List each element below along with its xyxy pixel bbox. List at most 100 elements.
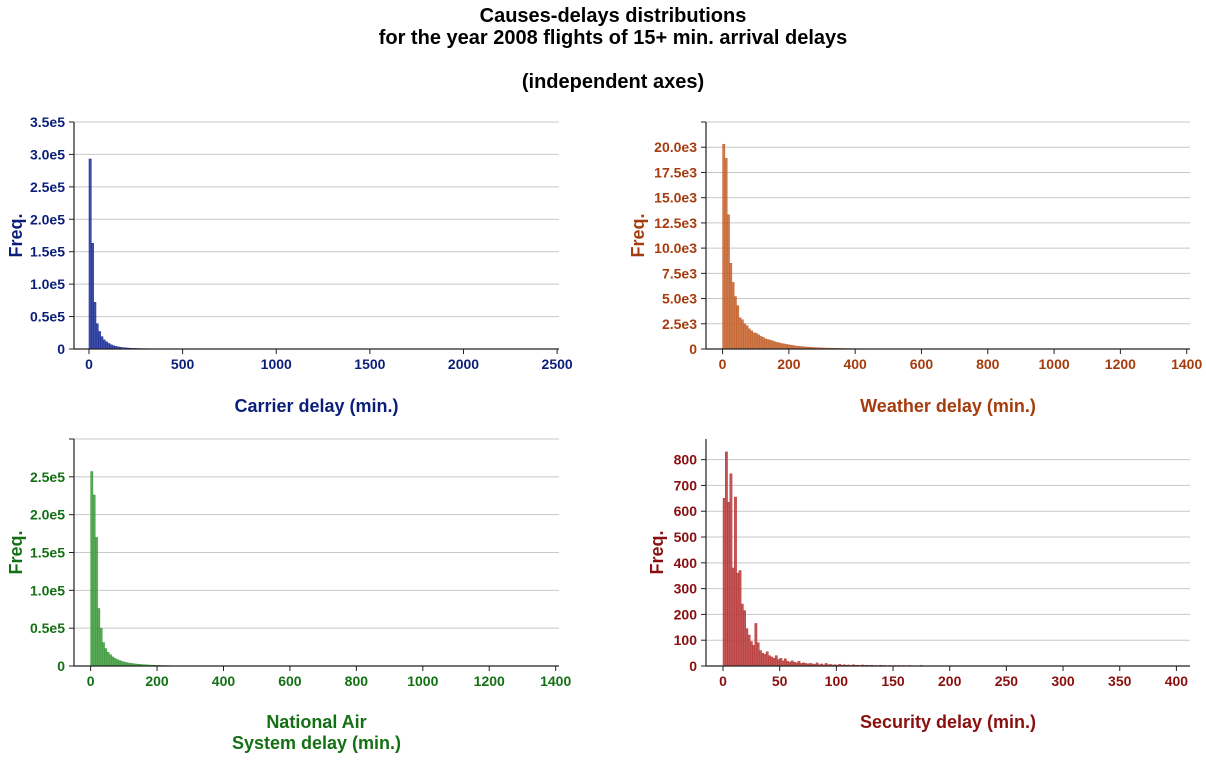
histogram-bar — [787, 344, 791, 350]
histogram-bar — [100, 336, 104, 350]
security-delay-panel: 0 100 200 300 400 500 600 700 800 0 50 100 150 200 250… — [647, 439, 1190, 732]
histogram-bar — [98, 331, 101, 350]
histogram-bar — [99, 627, 103, 667]
x-tick-label: 200 — [145, 673, 169, 689]
histogram-bar — [756, 642, 760, 667]
histogram-bar — [782, 343, 786, 350]
x-tick-label: 0 — [719, 673, 727, 689]
histogram-bar — [747, 634, 751, 667]
histogram-bar — [107, 343, 111, 350]
histogram-bar — [778, 342, 781, 350]
x-tick-label: 1000 — [261, 356, 292, 372]
y-tick-label: 1.5e5 — [30, 244, 65, 260]
histogram-bar — [738, 570, 742, 667]
y-axis-label: Freq. — [628, 213, 648, 257]
histogram-bar — [105, 341, 108, 350]
x-tick-label: 400 — [212, 673, 236, 689]
figure-title-line2: for the year 2008 flights of 15+ min. ar… — [378, 27, 848, 49]
histogram-bar — [773, 341, 777, 350]
x-tick-label: 400 — [843, 356, 867, 372]
x-tick-label: 100 — [825, 673, 849, 689]
y-tick-label: 2.5e3 — [662, 316, 697, 332]
histogram-bar — [731, 282, 735, 350]
x-axis-label: Security delay (min.) — [860, 712, 1036, 732]
y-tick-label: 7.5e3 — [662, 265, 697, 281]
histogram-bar — [120, 661, 124, 667]
y-tick-label: 400 — [674, 555, 698, 571]
x-tick-label: 200 — [777, 356, 801, 372]
y-tick-label: 0 — [57, 658, 65, 674]
x-tick-label: 2500 — [542, 356, 573, 372]
histogram-bar — [752, 645, 755, 667]
y-tick-label: 3.0e5 — [30, 146, 65, 162]
histogram-bar — [759, 650, 762, 667]
histogram-bar — [772, 658, 776, 667]
histogram-bar — [736, 572, 740, 667]
y-tick-label: 800 — [674, 452, 698, 468]
x-tick-label: 200 — [938, 673, 962, 689]
y-axis-label: Freq. — [6, 213, 26, 257]
x-tick-label: 0 — [87, 673, 95, 689]
histogram-bar — [761, 652, 765, 667]
histogram-bar — [734, 496, 737, 667]
y-tick-label: 600 — [674, 503, 698, 519]
histogram-bar — [731, 567, 735, 667]
histogram-bar — [761, 337, 765, 350]
histogram-bar — [770, 656, 774, 667]
histogram-bar — [740, 603, 744, 667]
histogram-bar — [768, 655, 771, 667]
histogram-bar — [783, 658, 787, 667]
x-tick-label: 250 — [995, 673, 1019, 689]
histogram-bar — [779, 658, 783, 667]
histogram-bar — [736, 305, 740, 350]
carrier-delay-panel: 0 0.5e5 1.0e5 1.5e5 2.0e5 2.5e5 3.0e5 3.5e5 0 500… — [6, 114, 573, 416]
x-tick-label: 50 — [772, 673, 788, 689]
y-tick-label: 2.0e5 — [30, 507, 65, 523]
histogram-bar — [722, 498, 726, 667]
y-tick-label: 0 — [57, 341, 65, 357]
histogram-bar — [743, 323, 747, 350]
x-tick-label: 500 — [171, 356, 195, 372]
x-tick-label: 0 — [85, 356, 93, 372]
histogram-bar — [95, 323, 99, 350]
histogram-bar — [780, 343, 784, 350]
histogram-bar — [740, 319, 744, 350]
x-tick-label: 1400 — [540, 673, 571, 689]
figure-title-line1: Causes-delays distributions — [479, 5, 747, 27]
histogram-bar — [777, 659, 780, 667]
histogram-bar — [745, 628, 749, 667]
histogram-bar — [754, 333, 758, 350]
x-axis-label-line2: System delay (min.) — [232, 733, 401, 753]
x-tick-label: 600 — [910, 356, 934, 372]
histogram-bar — [109, 344, 113, 350]
y-tick-label: 3.5e5 — [30, 114, 65, 130]
y-tick-label: 500 — [674, 529, 698, 545]
histogram-bar — [738, 317, 742, 350]
histogram-bar — [765, 651, 769, 667]
x-axis-label-line1: National Air — [266, 712, 366, 732]
histogram-bar — [88, 158, 92, 350]
histogram-bar — [726, 214, 730, 350]
x-tick-label: 300 — [1051, 673, 1075, 689]
histogram-bar — [733, 296, 737, 350]
histogram-bar — [95, 537, 98, 667]
histogram-bar — [759, 336, 763, 350]
histogram-bar — [747, 328, 751, 350]
y-axis-label: Freq. — [6, 530, 26, 574]
histogram-bar — [727, 501, 731, 667]
x-axis-label: Weather delay (min.) — [860, 396, 1036, 416]
histogram-bar — [118, 660, 122, 667]
histogram-bar — [774, 655, 778, 667]
x-tick-label: 400 — [1165, 673, 1189, 689]
y-axis-label: Freq. — [647, 530, 667, 574]
x-tick-label: 150 — [881, 673, 905, 689]
y-tick-label: 17.5e3 — [654, 164, 697, 180]
x-tick-label: 1200 — [474, 673, 505, 689]
x-tick-label: 1000 — [407, 673, 438, 689]
histogram-bar — [91, 243, 94, 350]
y-tick-label: 200 — [674, 606, 698, 622]
x-tick-label: 350 — [1108, 673, 1132, 689]
nas-delay-panel: 0 0.5e5 1.0e5 1.5e5 2.0e5 2.5e5 0 200 400 600 800 1… — [6, 438, 571, 753]
y-tick-label: 1.0e5 — [30, 582, 65, 598]
x-tick-label: 0 — [719, 356, 727, 372]
